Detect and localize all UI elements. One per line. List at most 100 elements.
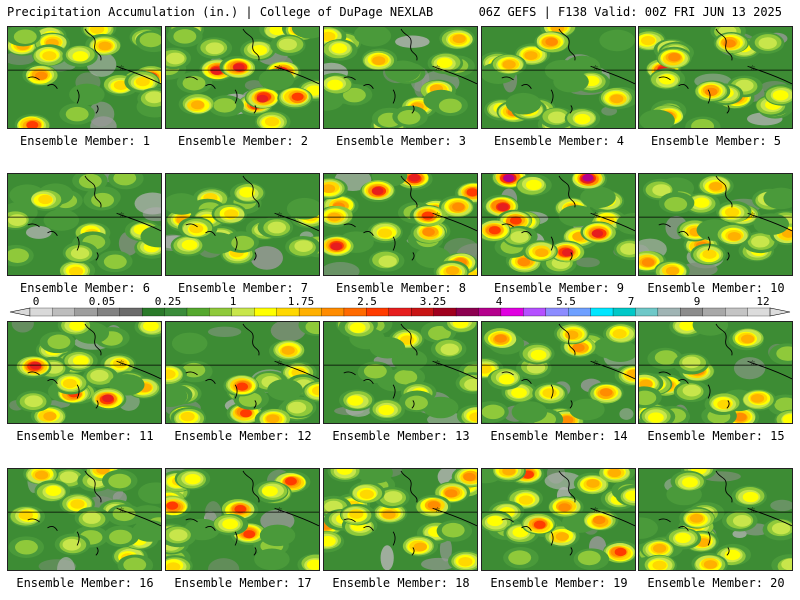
ensemble-member-label: Ensemble Member: 12 xyxy=(174,429,312,443)
colorbar-tick-label: 1.75 xyxy=(288,296,315,308)
ensemble-member-map: ☆ xyxy=(165,321,320,424)
colorbar-swatch xyxy=(366,307,390,317)
colorbar-swatch xyxy=(388,307,412,317)
colorbar-swatch xyxy=(455,307,479,317)
ensemble-member-label: Ensemble Member: 19 xyxy=(490,576,628,590)
coastline xyxy=(501,470,635,556)
coastline xyxy=(343,28,477,114)
ensemble-member-label: Ensemble Member: 3 xyxy=(335,134,467,148)
colorbar-swatch xyxy=(590,307,614,317)
colorbar-swatch xyxy=(523,307,547,317)
city-star-marker: ☆ xyxy=(435,62,441,73)
city-star-marker: ☆ xyxy=(435,504,441,515)
colorbar-swatch xyxy=(478,307,502,317)
colorbar-swatch xyxy=(52,307,76,317)
city-star-marker: ☆ xyxy=(119,504,125,515)
precip-field: ☆ xyxy=(8,469,161,570)
colorbar-swatch xyxy=(321,307,345,317)
ensemble-member-map: ☆ xyxy=(7,173,162,276)
coastline xyxy=(501,175,635,261)
coastline xyxy=(658,175,792,261)
ensemble-member-map: ☆ xyxy=(7,26,162,129)
colorbar-swatch xyxy=(680,307,704,317)
colorbar-swatch xyxy=(747,307,771,317)
ensemble-member-label: Ensemble Member: 20 xyxy=(647,576,785,590)
precip-field: ☆ xyxy=(482,27,635,128)
map-title: Precipitation Accumulation (in.) | Colle… xyxy=(7,5,434,19)
colorbar-swatch xyxy=(29,307,53,317)
precip-field: ☆ xyxy=(324,469,477,570)
colorbar-tick-label: 3.25 xyxy=(420,296,447,308)
ensemble-member-label: Ensemble Member: 2 xyxy=(177,134,309,148)
precip-field: ☆ xyxy=(166,174,319,275)
colorbar-tick-label: 2.5 xyxy=(357,296,377,308)
ensemble-member-label: Ensemble Member: 9 xyxy=(493,281,625,295)
ensemble-member-map: ☆ xyxy=(638,468,793,571)
city-star-marker: ☆ xyxy=(593,62,599,73)
city-star-marker: ☆ xyxy=(750,504,756,515)
ensemble-member-label: Ensemble Member: 8 xyxy=(335,281,467,295)
coastline xyxy=(185,175,319,261)
ensemble-member-map: ☆ xyxy=(638,173,793,276)
precip-field: ☆ xyxy=(8,174,161,275)
colorbar-swatch xyxy=(209,307,233,317)
precip-field: ☆ xyxy=(482,174,635,275)
colorbar-swatch xyxy=(500,307,524,317)
colorbar-swatch xyxy=(186,307,210,317)
model-run-info: 06Z GEFS | F138 Valid: 00Z FRI JUN 13 20… xyxy=(478,5,782,19)
precip-field: ☆ xyxy=(639,322,792,423)
colorbar-swatch xyxy=(298,307,322,317)
ensemble-member-map: ☆ xyxy=(323,173,478,276)
coastline xyxy=(343,323,477,409)
colorbar-tick-label: 9 xyxy=(694,296,701,308)
coastline xyxy=(658,470,792,556)
colorbar-swatch xyxy=(635,307,659,317)
colorbar-tick-label: 1 xyxy=(230,296,237,308)
ensemble-member-map: ☆ xyxy=(323,468,478,571)
city-star-marker: ☆ xyxy=(435,357,441,368)
colorbar-swatch xyxy=(119,307,143,317)
colorbar-swatch xyxy=(276,307,300,317)
precip-field: ☆ xyxy=(166,27,319,128)
precip-field: ☆ xyxy=(324,27,477,128)
ensemble-member-map: ☆ xyxy=(323,321,478,424)
precip-field: ☆ xyxy=(166,469,319,570)
precip-field: ☆ xyxy=(8,27,161,128)
colorbar-tick-label: 7 xyxy=(628,296,635,308)
city-star-marker: ☆ xyxy=(750,209,756,220)
ensemble-member-label: Ensemble Member: 16 xyxy=(16,576,154,590)
colorbar-swatch xyxy=(657,307,681,317)
colorbar-swatch xyxy=(97,307,121,317)
city-star-marker: ☆ xyxy=(277,357,283,368)
coastline xyxy=(185,28,319,114)
ensemble-member-label: Ensemble Member: 17 xyxy=(174,576,312,590)
precip-field: ☆ xyxy=(639,174,792,275)
ensemble-member-label: Ensemble Member: 15 xyxy=(647,429,785,443)
precip-field: ☆ xyxy=(8,322,161,423)
colorbar-tick-label: 12 xyxy=(756,296,769,308)
precip-field: ☆ xyxy=(639,27,792,128)
coastline xyxy=(27,323,161,409)
colorbar-swatch xyxy=(411,307,435,317)
city-star-marker: ☆ xyxy=(435,209,441,220)
ensemble-member-map: ☆ xyxy=(638,26,793,129)
city-star-marker: ☆ xyxy=(119,357,125,368)
ensemble-member-label: Ensemble Member: 5 xyxy=(650,134,782,148)
coastline xyxy=(185,470,319,556)
coastline xyxy=(27,470,161,556)
coastline xyxy=(501,28,635,114)
ensemble-member-map: ☆ xyxy=(323,26,478,129)
ensemble-member-map: ☆ xyxy=(165,26,320,129)
colorbar-swatch xyxy=(433,307,457,317)
coastline xyxy=(27,175,161,261)
colorbar-tick-label: 0.05 xyxy=(89,296,116,308)
ensemble-member-label: Ensemble Member: 6 xyxy=(19,281,151,295)
colorbar-left-arrow xyxy=(9,307,31,317)
precip-field: ☆ xyxy=(482,469,635,570)
coastline xyxy=(185,323,319,409)
precipitation-colorbar: 0 0.05 0.25 1 1.75 2.5 3.25 4 5.5 7 9 12 xyxy=(9,296,791,317)
precip-field: ☆ xyxy=(639,469,792,570)
coastline xyxy=(501,323,635,409)
precip-field: ☆ xyxy=(166,322,319,423)
ensemble-member-map: ☆ xyxy=(165,468,320,571)
